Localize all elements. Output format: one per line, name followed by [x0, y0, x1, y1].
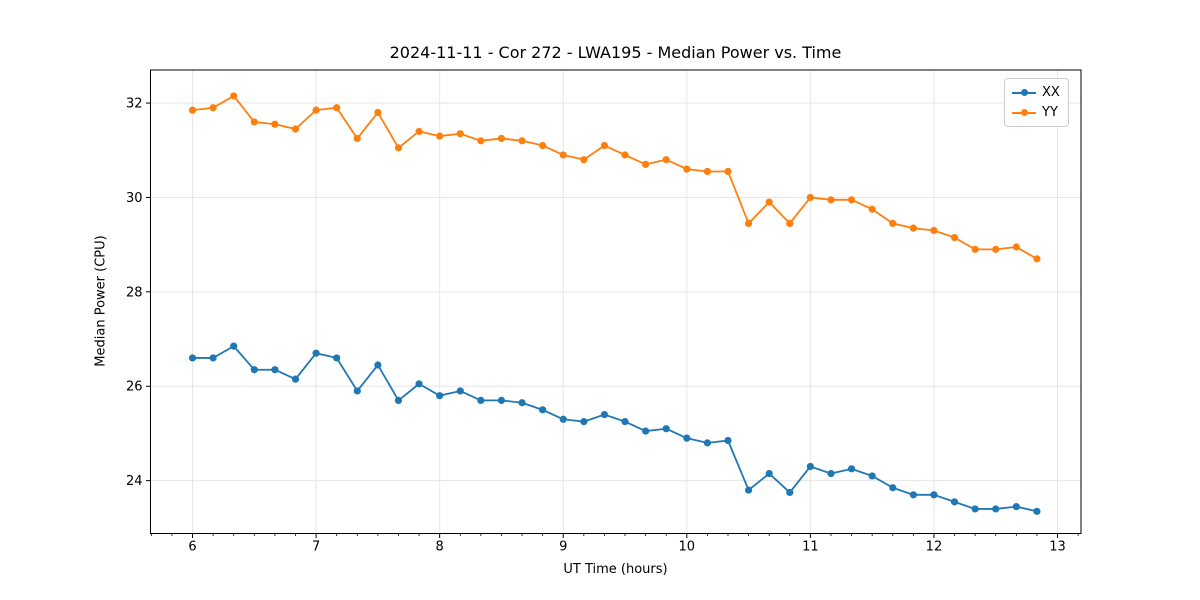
svg-text:26: 26: [126, 380, 143, 395]
series-line-yy: [191, 95, 1038, 260]
x-tick-labels: 6 7 8 9 10 11 12 13: [188, 533, 1066, 554]
svg-text:24: 24: [126, 474, 143, 489]
series-markers-xx: [188, 342, 1041, 515]
legend-item-xx: XX: [1012, 84, 1060, 101]
svg-text:13: 13: [1049, 539, 1066, 554]
x-axis-label: UT Time (hours): [563, 562, 668, 577]
legend-line-marker-icon: [1012, 108, 1036, 117]
svg-text:10: 10: [679, 539, 696, 554]
legend-line-marker-icon: [1012, 88, 1036, 97]
plot-border: [150, 69, 1082, 534]
series-line-xx: [191, 345, 1038, 513]
legend-label-xx: XX: [1042, 85, 1060, 100]
legend-item-yy: YY: [1012, 104, 1060, 121]
x-minor-ticks: [150, 533, 1079, 536]
series-markers-yy: [188, 92, 1041, 263]
gridlines: [150, 70, 1081, 534]
legend: XX YY: [1004, 78, 1069, 127]
svg-text:28: 28: [126, 285, 143, 300]
y-axis-label: Median Power (CPU): [93, 235, 109, 367]
y-tick-labels: 24 26 28 30 32: [126, 97, 151, 489]
svg-text:6: 6: [188, 539, 196, 554]
svg-text:12: 12: [926, 539, 943, 554]
svg-text:9: 9: [559, 539, 567, 554]
svg-text:30: 30: [126, 191, 143, 206]
svg-text:32: 32: [126, 97, 143, 112]
chart-title: 2024-11-11 - Cor 272 - LWA195 - Median P…: [389, 43, 842, 62]
svg-text:11: 11: [802, 539, 819, 554]
svg-text:7: 7: [312, 539, 320, 554]
svg-text:8: 8: [436, 539, 444, 554]
legend-label-yy: YY: [1042, 105, 1058, 120]
